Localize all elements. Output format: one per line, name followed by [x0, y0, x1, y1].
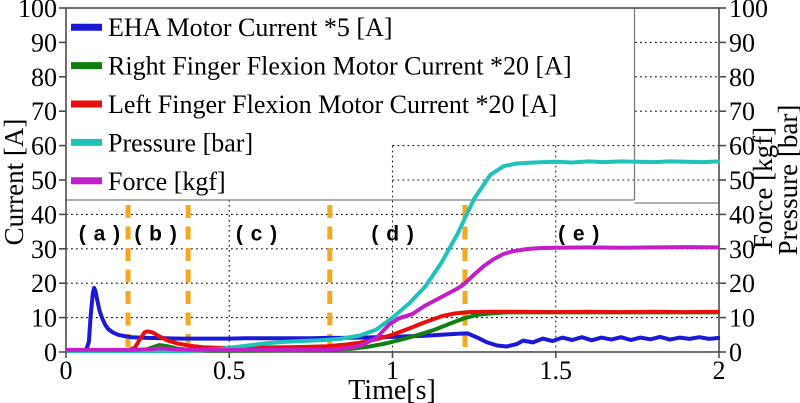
y-axis-label-pressure: Pressure [bar]	[773, 105, 800, 256]
region-label-d: ( d )	[371, 223, 414, 246]
left-tick-label-30: 30	[31, 235, 57, 264]
y-axis-label-force: Force [kgf]	[748, 127, 778, 249]
x-tick-label-1.5: 1.5	[540, 356, 573, 385]
region-label-a: ( a )	[79, 223, 121, 246]
left-tick-label-60: 60	[31, 132, 57, 161]
legend-label-force: Force [kgf]	[108, 167, 226, 196]
legend: EHA Motor Current *5 [A] Right Finger Fle…	[71, 13, 572, 196]
right-tick-label-80: 80	[729, 63, 755, 92]
legend-box-border	[66, 8, 719, 204]
x-axis-label: Time[s]	[348, 375, 436, 403]
x-tick-label-0: 0	[60, 356, 73, 385]
left-tick-label-80: 80	[31, 63, 57, 92]
left-tick-label-50: 50	[31, 166, 57, 195]
right-tick-label-50: 50	[729, 166, 755, 195]
gridlines	[66, 41, 719, 352]
phase-divider-lines	[125, 205, 468, 351]
left-tick-label-70: 70	[31, 97, 57, 126]
right-tick-label-100: 100	[729, 0, 768, 23]
region-label-c: ( c )	[236, 223, 278, 246]
right-tick-label-40: 40	[729, 200, 755, 229]
x-tick-label-0.5: 0.5	[213, 356, 246, 385]
left-tick-label-40: 40	[31, 200, 57, 229]
left-tick-label-20: 20	[31, 269, 57, 298]
right-tick-label-30: 30	[729, 235, 755, 264]
curve-left-finger-flexion-motor-current	[66, 309, 720, 353]
region-label-b: ( b )	[134, 223, 177, 246]
legend-label-right-finger-flexion-motor-current: Right Finger Flexion Motor Current *20 […	[108, 52, 572, 81]
y-axis-label-current: Current [A]	[0, 119, 29, 246]
x-tick-label-1: 1	[386, 356, 399, 385]
right-tick-label-0: 0	[729, 338, 742, 367]
right-tick-label-10: 10	[729, 304, 755, 333]
right-tick-label-20: 20	[729, 269, 755, 298]
left-tick-label-100: 100	[18, 0, 57, 23]
x-tick-label-2: 2	[713, 356, 726, 385]
right-tick-label-70: 70	[729, 97, 755, 126]
curve-force	[66, 245, 720, 352]
left-tick-label-10: 10	[31, 304, 57, 333]
legend-label-left-finger-flexion-motor-current: Left Finger Flexion Motor Current *20 [A…	[108, 90, 557, 119]
axis-tick-marks	[59, 7, 726, 358]
legend-label-pressure: Pressure [bar]	[108, 128, 253, 157]
region-labels: ( a ) ( b ) ( c ) ( d ) ( e )	[79, 223, 600, 246]
legend-label-eha-motor-current: EHA Motor Current *5 [A]	[108, 13, 393, 42]
right-tick-label-90: 90	[729, 28, 755, 57]
left-tick-label-0: 0	[44, 338, 57, 367]
right-tick-label-60: 60	[729, 132, 755, 161]
left-tick-label-90: 90	[31, 28, 57, 57]
data-curves	[66, 159, 720, 354]
region-label-e: ( e )	[558, 223, 600, 246]
